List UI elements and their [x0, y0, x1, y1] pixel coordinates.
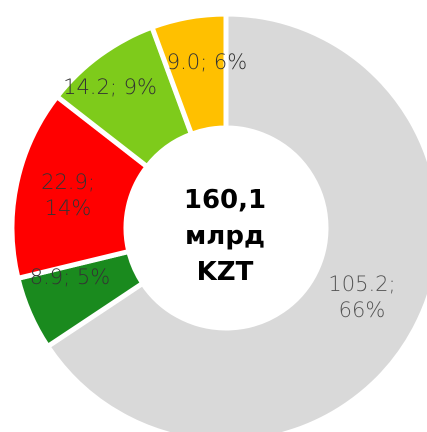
center-line: млрд	[185, 221, 265, 251]
slice	[149, 11, 229, 137]
center-line: 160,1	[183, 185, 267, 215]
data-label: 14.2; 9%	[63, 75, 157, 99]
center-label: 160,1 млрд KZT	[150, 182, 300, 290]
slice	[45, 11, 427, 432]
data-label: 105.2; 66%	[328, 272, 396, 322]
data-label: 22.9; 14%	[41, 170, 95, 220]
data-label: 9.0; 6%	[166, 50, 248, 74]
center-line: KZT	[196, 257, 254, 287]
data-label: 8.9; 5%	[29, 265, 111, 289]
